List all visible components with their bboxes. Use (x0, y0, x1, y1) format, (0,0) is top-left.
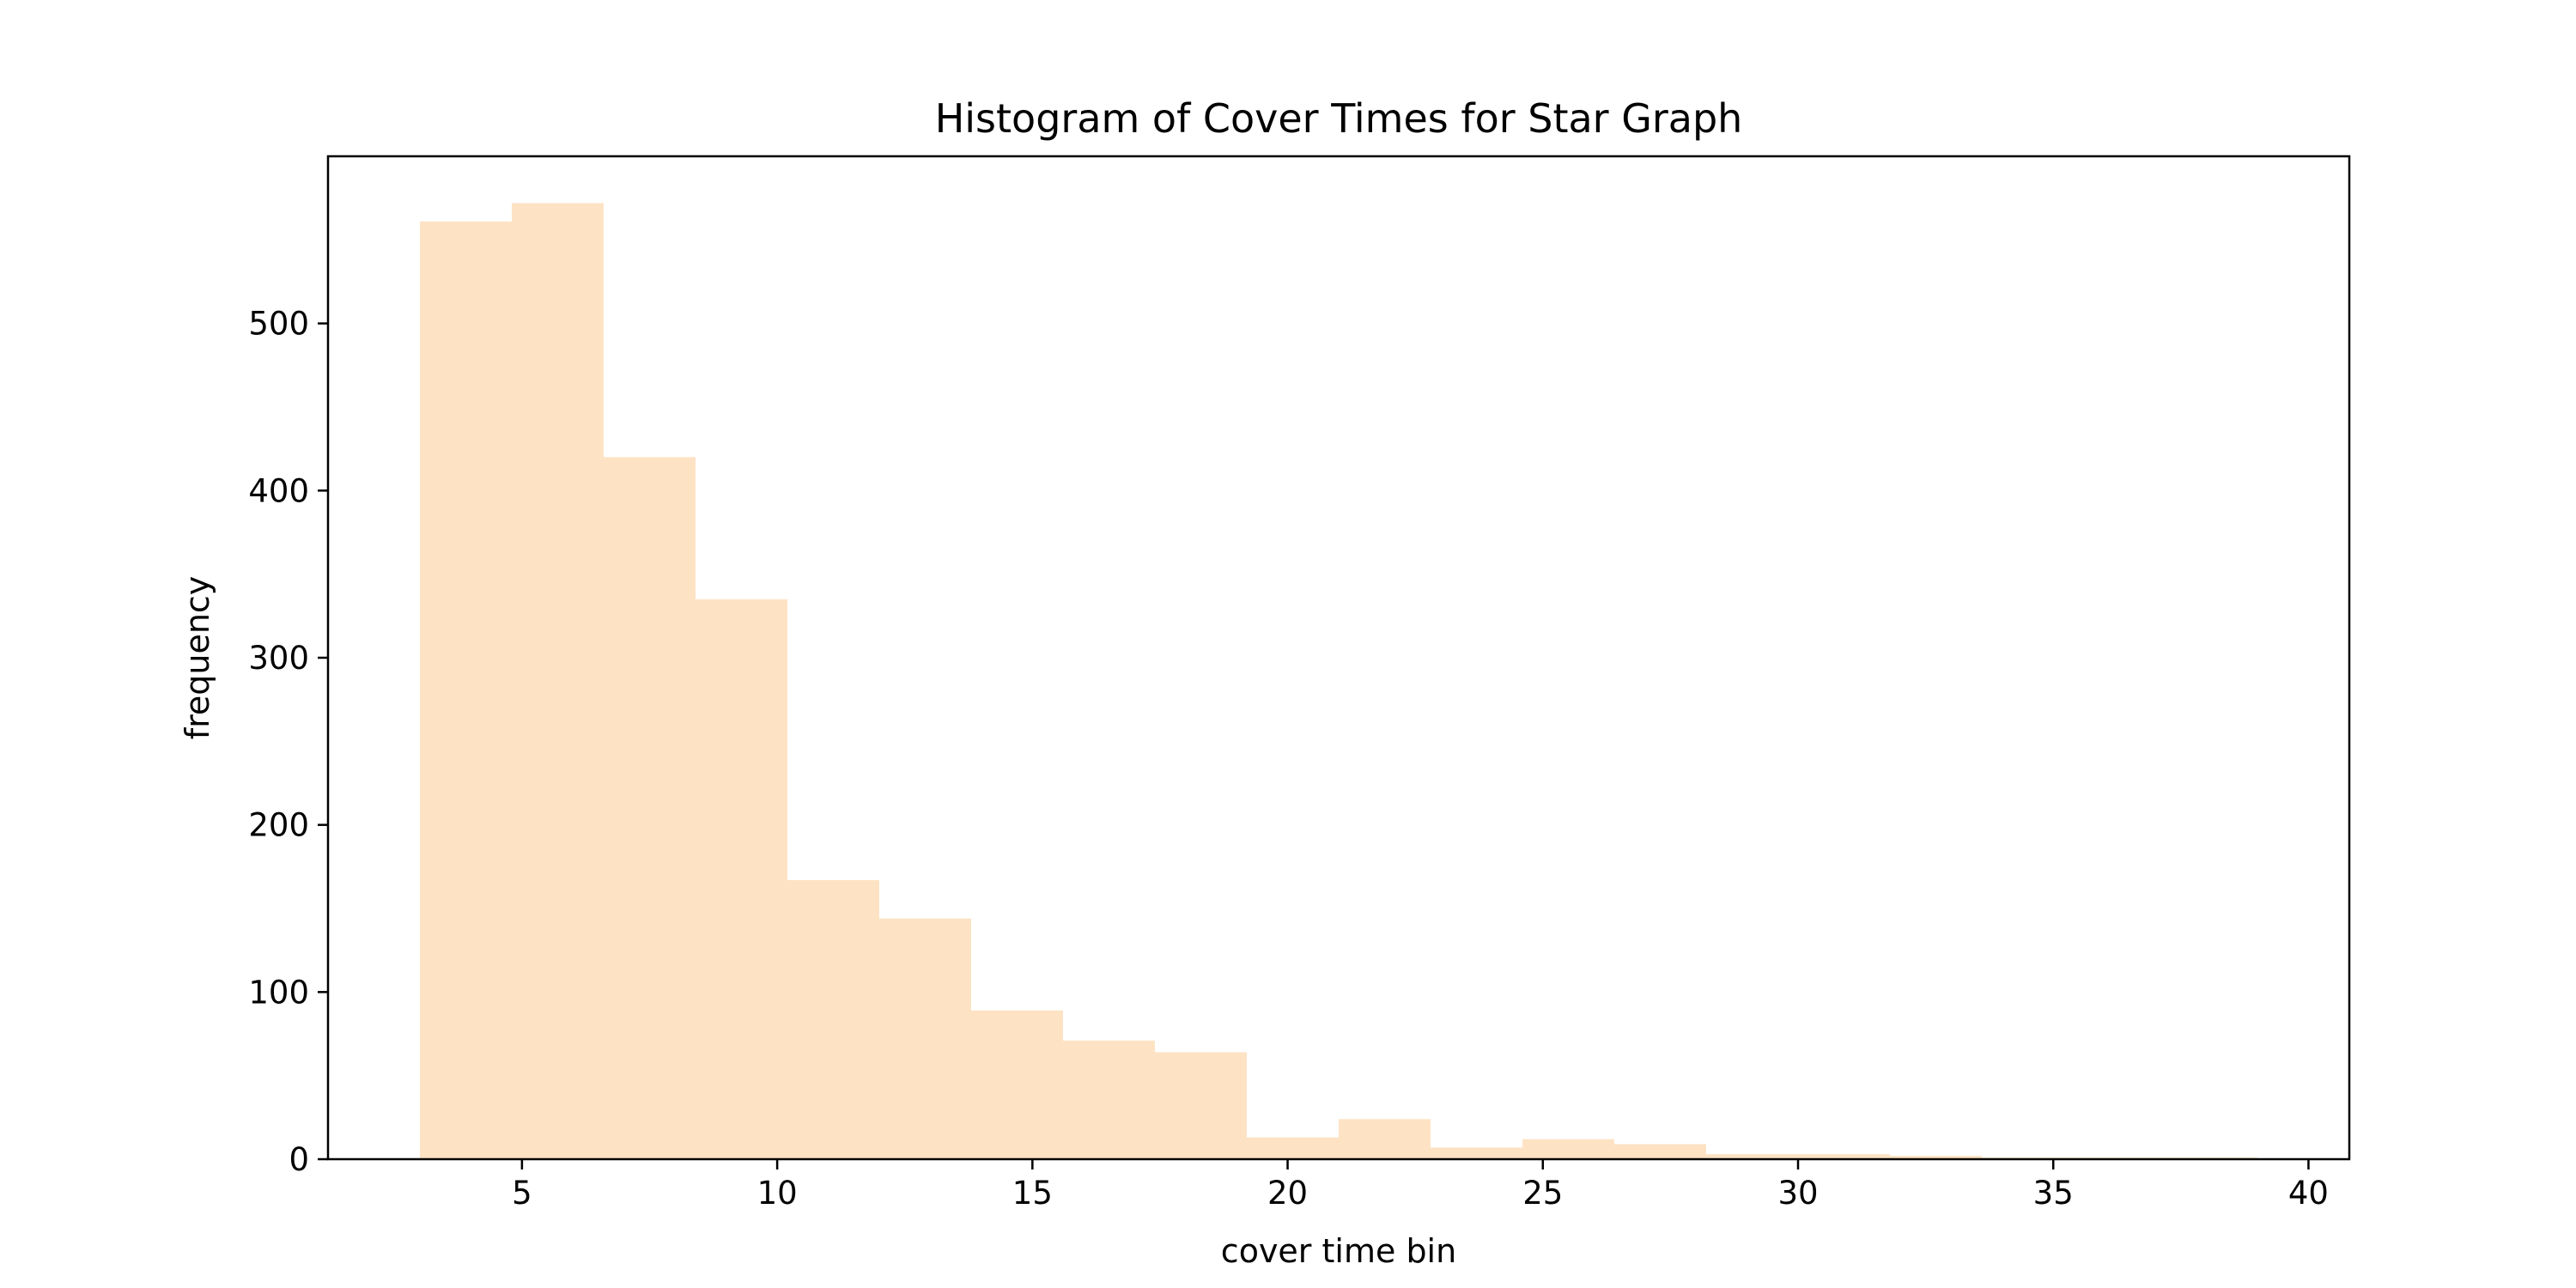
histogram-bar-16 (1890, 1156, 1982, 1159)
y-tick-label: 200 (248, 807, 309, 844)
x-tick-label: 10 (757, 1175, 798, 1212)
y-axis-ticks: 0 100 200 300 400 500 (248, 306, 328, 1178)
histogram-bar-0 (420, 221, 512, 1159)
x-tick-label: 35 (2033, 1175, 2074, 1212)
histogram-bar-6 (971, 1010, 1063, 1159)
x-tick-label: 20 (1267, 1175, 1308, 1212)
y-tick-label: 500 (248, 306, 309, 343)
y-axis-label: frequency (179, 576, 216, 740)
histogram-bar-2 (604, 457, 696, 1159)
x-tick-label: 30 (1777, 1175, 1818, 1212)
y-tick-label: 300 (248, 640, 309, 677)
histogram-bar-4 (787, 879, 879, 1159)
histogram-bars (420, 203, 2257, 1159)
histogram-bar-14 (1706, 1154, 1798, 1159)
x-tick-label: 5 (512, 1175, 532, 1212)
x-tick-label: 25 (1522, 1175, 1563, 1212)
y-tick-label: 400 (248, 472, 309, 509)
histogram-bar-9 (1247, 1137, 1339, 1159)
histogram-bar-11 (1431, 1147, 1522, 1159)
x-tick-label: 40 (2288, 1175, 2329, 1212)
histogram-bar-5 (879, 918, 971, 1159)
histogram-bar-1 (512, 203, 604, 1159)
histogram-bar-8 (1155, 1052, 1247, 1159)
y-tick-label: 100 (248, 974, 309, 1011)
histogram-bar-10 (1339, 1119, 1431, 1159)
chart-title: Histogram of Cover Times for Star Graph (935, 95, 1743, 142)
x-tick-label: 15 (1012, 1175, 1053, 1212)
histogram-bar-15 (1798, 1154, 1890, 1159)
y-tick-label: 0 (289, 1141, 309, 1178)
x-axis-label: cover time bin (1221, 1232, 1456, 1270)
histogram-bar-13 (1614, 1144, 1706, 1159)
x-axis-ticks: 5 10 15 20 25 30 35 40 (512, 1159, 2329, 1212)
histogram-bar-7 (1063, 1040, 1155, 1159)
histogram-bar-12 (1522, 1139, 1614, 1159)
histogram-bar-3 (696, 598, 787, 1159)
